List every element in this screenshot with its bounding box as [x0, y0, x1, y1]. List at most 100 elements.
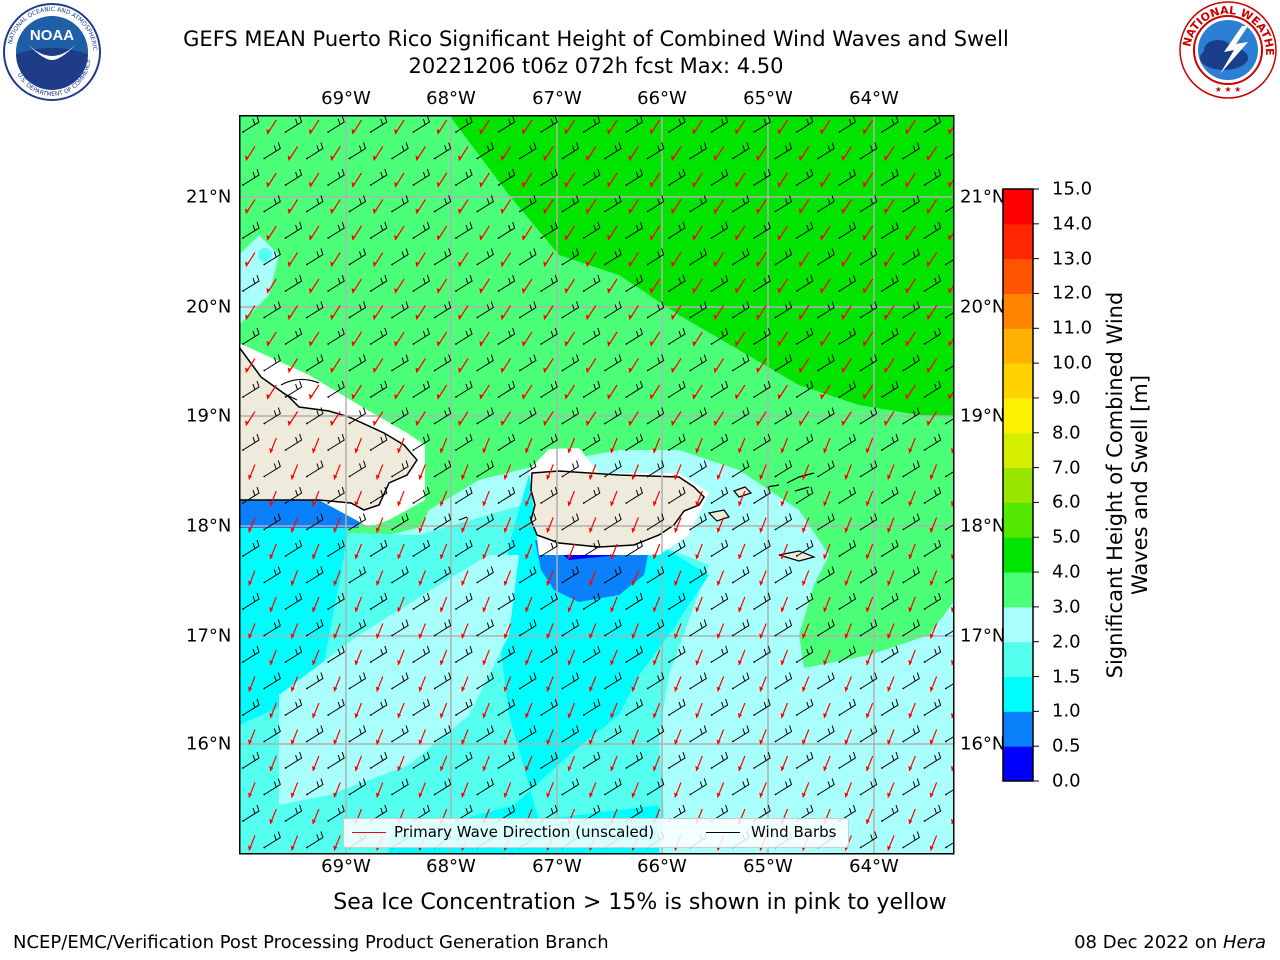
wind-barb — [455, 221, 473, 239]
colorbar-segment — [1003, 293, 1033, 329]
wind-barb — [604, 354, 622, 372]
wind-barb — [859, 619, 878, 637]
wind-barb — [391, 354, 409, 372]
wave-direction-arrow — [461, 570, 469, 586]
wave-direction-arrow — [500, 252, 512, 267]
wind-barb — [838, 486, 856, 504]
noaa-logo-text: NOAA — [30, 27, 74, 44]
wind-barb — [476, 460, 494, 478]
wind-barb — [306, 831, 324, 849]
wind-barb — [497, 168, 516, 186]
wave-direction-arrow — [521, 225, 533, 241]
wave-direction-arrow — [266, 172, 277, 188]
wind-barb — [795, 274, 814, 292]
wave-direction-arrow — [820, 278, 831, 294]
latitude-label-right: 19°N — [960, 405, 1006, 427]
wind-barb — [284, 327, 303, 345]
wind-barb — [881, 433, 899, 451]
wind-barb — [838, 327, 856, 345]
wind-barb — [369, 327, 388, 345]
wind-barb — [412, 645, 430, 663]
wave-direction-arrow — [524, 490, 533, 507]
wind-barb — [710, 221, 729, 239]
wind-barb — [795, 327, 814, 345]
wave-height-map — [239, 115, 955, 855]
wave-direction-arrow — [652, 755, 661, 772]
wind-barb — [646, 248, 665, 266]
wave-direction-arrow — [524, 649, 533, 666]
wave-direction-arrow — [713, 305, 725, 320]
wind-barb — [412, 327, 430, 345]
wave-direction-arrow — [862, 119, 874, 135]
wave-direction-arrow — [461, 464, 469, 480]
wave-direction-arrow — [394, 172, 405, 188]
wave-direction-arrow — [415, 305, 426, 320]
wind-barb — [476, 301, 494, 319]
wind-barb — [774, 460, 793, 478]
wave-direction-arrow — [479, 119, 490, 135]
wave-direction-arrow — [500, 305, 512, 320]
wind-barb — [348, 301, 367, 319]
wave-direction-arrow — [588, 464, 597, 480]
wind-barb — [923, 698, 942, 716]
wave-direction-arrow — [287, 146, 299, 161]
wind-barb — [689, 460, 707, 478]
wind-barb — [689, 778, 707, 796]
wave-direction-arrow — [418, 623, 426, 639]
wave-direction-arrow — [248, 676, 256, 692]
wind-barb — [604, 778, 622, 796]
wave-direction-arrow — [908, 596, 916, 613]
wind-barb — [646, 195, 665, 213]
wind-barb — [519, 407, 537, 425]
wave-direction-arrow — [333, 464, 341, 480]
wave-direction-arrow — [458, 358, 469, 373]
wind-barb — [881, 751, 899, 769]
wave-direction-arrow — [588, 676, 597, 692]
wave-direction-arrow — [820, 384, 831, 400]
wave-direction-arrow — [887, 623, 895, 639]
wind-barb — [923, 274, 942, 292]
wave-direction-arrow — [585, 146, 597, 161]
wind-barb — [327, 433, 345, 451]
wave-direction-arrow — [841, 305, 852, 320]
wind-barb — [242, 698, 260, 716]
wind-barb — [923, 645, 942, 663]
wave-direction-arrow — [844, 782, 852, 798]
wave-direction-arrow — [564, 172, 576, 188]
svg-text:★ ★ ★: ★ ★ ★ — [1215, 85, 1242, 94]
wave-direction-arrow — [308, 172, 320, 188]
wave-direction-arrow — [290, 676, 299, 692]
wind-barb — [646, 672, 665, 690]
wave-direction-arrow — [628, 146, 639, 161]
wind-barb — [561, 248, 580, 266]
wind-barb — [838, 115, 856, 133]
wave-direction-arrow — [503, 676, 512, 692]
wind-barb — [348, 460, 367, 478]
wind-barb — [327, 168, 345, 186]
wind-barb — [561, 142, 580, 160]
wind-barb — [582, 751, 601, 769]
wind-barb — [369, 380, 388, 398]
longitude-label-top: 68°W — [426, 88, 476, 109]
wave-direction-arrow — [311, 755, 320, 772]
wind-barb — [561, 354, 580, 372]
wind-barb — [242, 539, 260, 557]
wind-barb — [242, 433, 260, 451]
colorbar-tick-label: 0.5 — [1052, 735, 1081, 757]
wave-direction-arrow — [418, 517, 426, 533]
wind-barb — [561, 513, 580, 531]
footer-credit: NCEP/EMC/Verification Post Processing Pr… — [13, 932, 609, 953]
wave-direction-arrow — [716, 464, 725, 480]
wave-direction-arrow — [372, 252, 384, 267]
wave-direction-arrow — [862, 225, 874, 241]
wind-barb — [668, 486, 686, 504]
wind-barb — [923, 751, 942, 769]
wind-barb — [306, 778, 324, 796]
wind-barb — [902, 407, 920, 425]
wind-barb — [306, 672, 324, 690]
wind-barb — [284, 804, 303, 822]
wave-direction-arrow — [330, 305, 341, 320]
wind-barb — [497, 645, 516, 663]
wind-barb — [561, 672, 580, 690]
wind-barb — [348, 513, 367, 531]
